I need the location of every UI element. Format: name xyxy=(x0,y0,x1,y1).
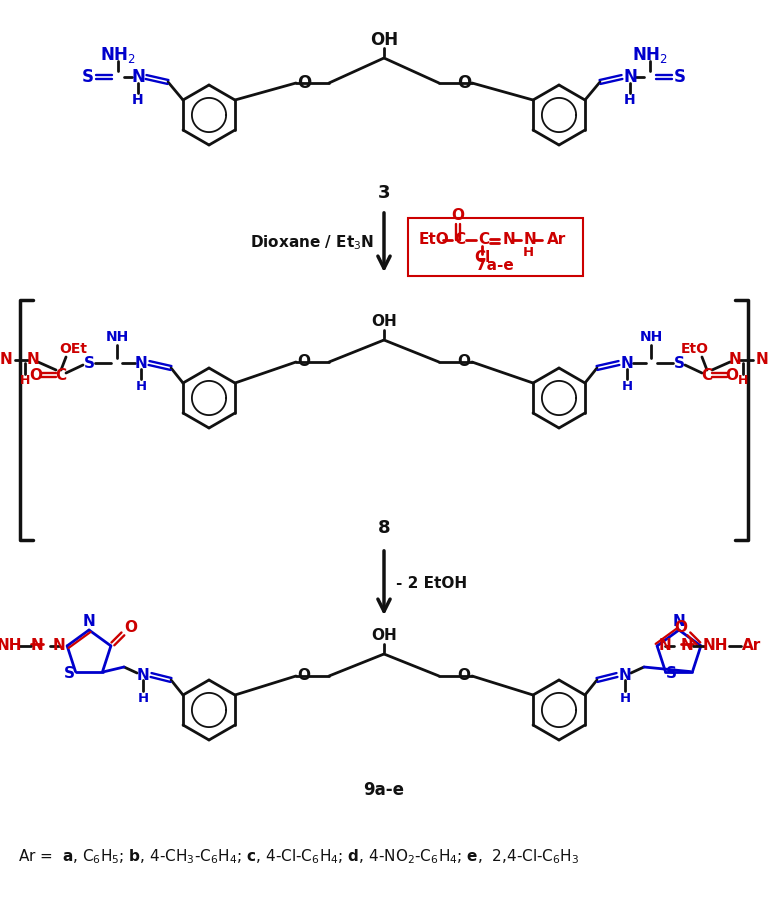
Text: N: N xyxy=(131,68,145,86)
Text: H: H xyxy=(738,375,748,387)
Text: N: N xyxy=(134,356,147,370)
Text: S: S xyxy=(64,666,75,681)
Text: H: H xyxy=(137,691,148,705)
Text: NH: NH xyxy=(105,330,129,344)
Text: OH: OH xyxy=(371,314,397,330)
Text: N: N xyxy=(729,352,741,368)
Text: OH: OH xyxy=(370,31,398,49)
Text: N: N xyxy=(680,639,694,653)
Text: S: S xyxy=(84,356,94,370)
Text: N: N xyxy=(623,68,637,86)
Text: EtO: EtO xyxy=(681,342,709,356)
Text: H: H xyxy=(522,247,534,259)
Text: O: O xyxy=(674,621,687,635)
Text: O: O xyxy=(726,368,739,383)
Text: N: N xyxy=(31,639,44,653)
Text: Ar =  $\mathbf{a}$, C$_6$H$_5$; $\mathbf{b}$, 4-CH$_3$-C$_6$H$_4$; $\mathbf{c}$,: Ar = $\mathbf{a}$, C$_6$H$_5$; $\mathbf{… xyxy=(18,848,580,867)
Text: EtO: EtO xyxy=(419,232,450,248)
Text: S: S xyxy=(666,666,677,681)
Text: Dioxane / Et$_3$N: Dioxane / Et$_3$N xyxy=(250,233,374,252)
Text: NH: NH xyxy=(703,639,728,653)
Text: H: H xyxy=(624,93,636,107)
Text: N: N xyxy=(756,352,768,368)
Text: 8: 8 xyxy=(378,519,390,537)
Text: N: N xyxy=(137,668,150,682)
Text: Ar: Ar xyxy=(741,639,761,653)
Text: NH$_2$: NH$_2$ xyxy=(100,45,136,65)
Text: N: N xyxy=(618,668,631,682)
Text: O: O xyxy=(458,354,471,369)
Text: S: S xyxy=(82,68,94,86)
Text: S: S xyxy=(674,356,684,370)
Text: N: N xyxy=(0,352,12,368)
Text: H: H xyxy=(621,379,633,393)
Text: O: O xyxy=(297,669,310,684)
Text: O: O xyxy=(452,208,465,223)
Text: O: O xyxy=(29,368,42,383)
Text: H: H xyxy=(620,691,631,705)
Bar xyxy=(408,218,583,276)
Text: OH: OH xyxy=(371,629,397,643)
Text: H: H xyxy=(135,379,147,393)
Text: N: N xyxy=(27,352,39,368)
Text: NH: NH xyxy=(0,639,22,653)
Text: O: O xyxy=(297,74,311,92)
Text: N: N xyxy=(659,639,671,653)
Text: N: N xyxy=(621,356,634,370)
Text: C: C xyxy=(55,368,67,383)
Text: H: H xyxy=(20,375,30,387)
Text: C: C xyxy=(454,232,465,248)
Text: O: O xyxy=(124,621,137,635)
Text: C: C xyxy=(701,368,713,383)
Text: S: S xyxy=(674,68,686,86)
Text: O: O xyxy=(458,669,471,684)
Text: H: H xyxy=(132,93,144,107)
Text: N: N xyxy=(503,232,516,248)
Text: N: N xyxy=(53,639,65,653)
Text: OEt: OEt xyxy=(59,342,87,356)
Text: NH: NH xyxy=(639,330,663,344)
Text: 7a-e: 7a-e xyxy=(476,259,514,274)
Text: C: C xyxy=(478,232,489,248)
Text: - 2 EtOH: - 2 EtOH xyxy=(396,576,467,590)
Text: N: N xyxy=(673,614,685,630)
Text: O: O xyxy=(457,74,471,92)
Text: Ar: Ar xyxy=(547,232,566,248)
Text: 3: 3 xyxy=(378,184,390,202)
Text: N: N xyxy=(83,614,95,630)
Text: O: O xyxy=(297,354,310,369)
Text: Cl: Cl xyxy=(474,250,490,266)
Text: NH$_2$: NH$_2$ xyxy=(632,45,668,65)
Text: N: N xyxy=(524,232,537,248)
Text: 9a-e: 9a-e xyxy=(363,781,405,799)
